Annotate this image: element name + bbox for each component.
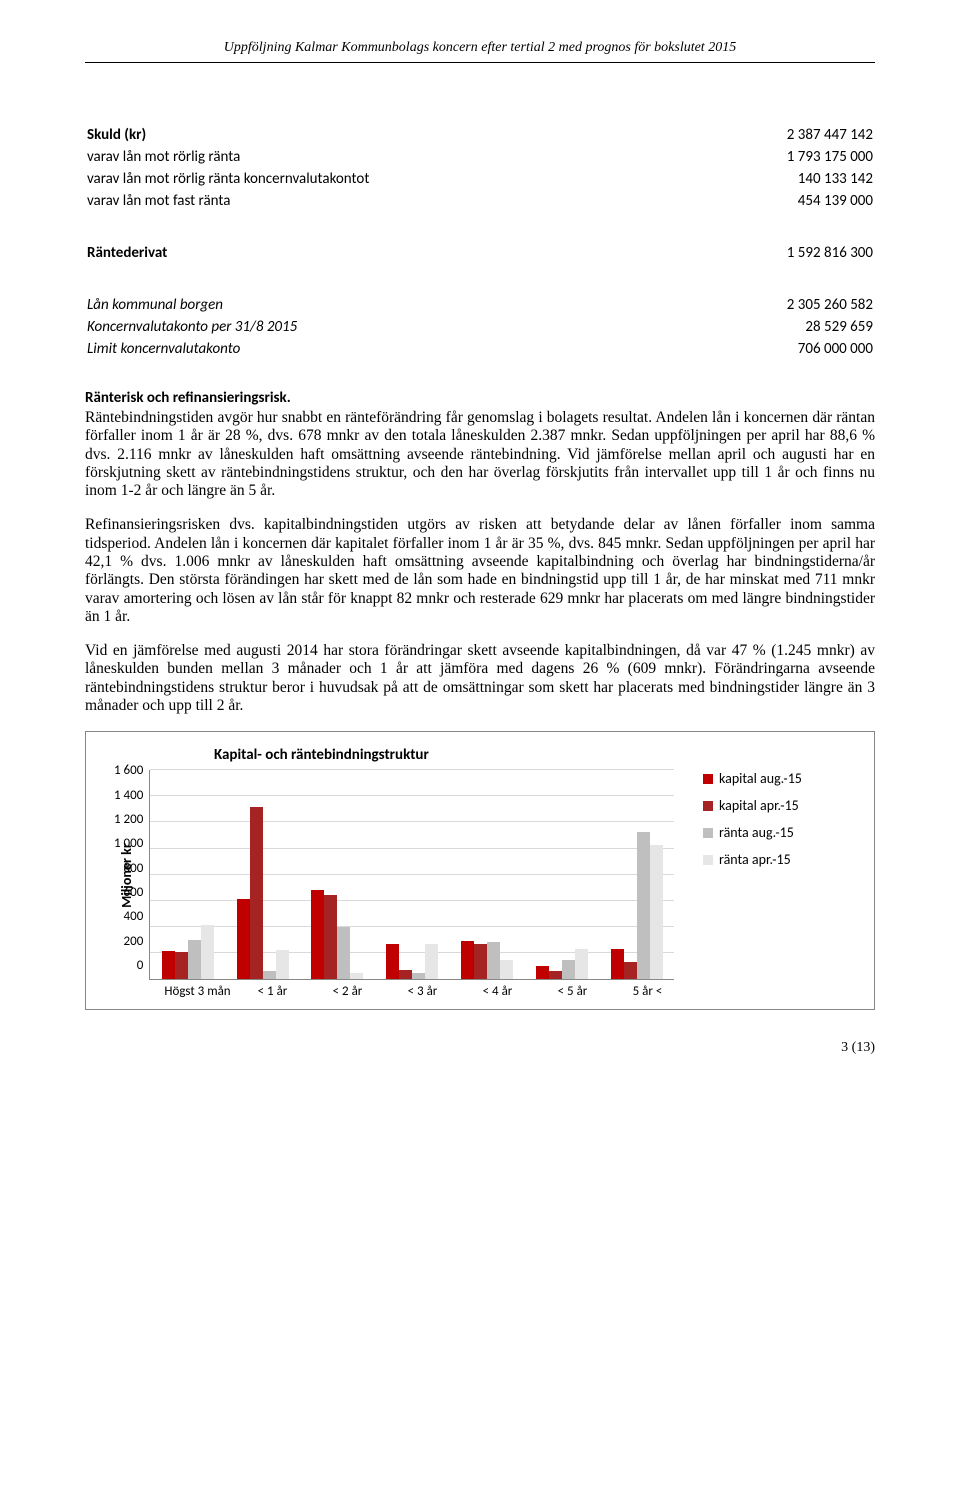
chart-bar [201, 925, 214, 979]
chart-bar [461, 941, 474, 979]
legend-swatch [703, 774, 713, 784]
paragraph-1: Räntebindningstiden avgör hur snabbt en … [85, 409, 875, 500]
bar-group [311, 890, 363, 979]
legend-item: kapital apr.-15 [703, 797, 802, 814]
bar-group [237, 807, 289, 979]
bar-group [162, 925, 214, 979]
chart-bar [611, 949, 624, 979]
chart-plot-area [149, 770, 674, 980]
x-tick: < 3 år [388, 984, 458, 999]
chart-bar [350, 973, 363, 980]
legend-swatch [703, 801, 713, 811]
chart-bar [562, 960, 575, 979]
table-value: 28 529 659 [645, 317, 873, 337]
bar-group [461, 941, 513, 979]
chart-bar [624, 962, 637, 979]
chart-bar [386, 944, 399, 979]
chart-legend: kapital aug.-15 kapital apr.-15 ränta aug.… [703, 770, 802, 878]
y-tick: 200 [114, 934, 143, 949]
y-axis-label-wrap: Miljoner kr [94, 770, 114, 980]
chart-bar [188, 940, 201, 979]
chart-bar [500, 960, 513, 979]
x-tick: < 5 år [538, 984, 608, 999]
chart-bar [162, 951, 175, 979]
page-header: Uppföljning Kalmar Kommunbolags koncern … [85, 40, 875, 63]
paragraph-3: Vid en jämförelse med augusti 2014 har s… [85, 642, 875, 715]
x-tick: Högst 3 mån [163, 984, 233, 999]
chart-bar [250, 807, 263, 979]
guarantee-table: Lån kommunal borgen2 305 260 582Koncernv… [85, 293, 875, 361]
table-label: varav lån mot rörlig ränta koncernvaluta… [87, 169, 688, 189]
table-value: 2 387 447 142 [690, 125, 873, 145]
y-axis-ticks: 1 600 1 400 1 200 1 000 800 600 400 200 0 [114, 763, 149, 973]
table-value: 454 139 000 [690, 191, 873, 211]
table-value: 1 793 175 000 [690, 147, 873, 167]
chart-bar [311, 890, 324, 979]
table-value: 706 000 000 [645, 339, 873, 359]
table-label: Limit koncernvalutakonto [87, 339, 643, 359]
page-number: 3 (13) [85, 1040, 875, 1056]
table-label: Koncernvalutakonto per 31/8 2015 [87, 317, 643, 337]
paragraph-2: Refinansieringsrisken dvs. kapitalbindni… [85, 516, 875, 626]
table-value: 2 305 260 582 [645, 295, 873, 315]
table-value: 1 592 816 300 [467, 243, 873, 263]
y-tick: 1 200 [114, 812, 143, 827]
plot-wrap: 1 6001 4001 2001 0008006004002000 Högst … [114, 770, 685, 999]
table-label: Lån kommunal borgen [87, 295, 643, 315]
x-axis-ticks: Högst 3 mån < 1 år < 2 år < 3 år < 4 år < 5 å… [160, 984, 685, 999]
chart-bar [237, 899, 250, 979]
y-tick: 1 000 [114, 836, 143, 851]
chart-bar [575, 949, 588, 979]
debt-table: Skuld (kr)2 387 447 142varav lån mot rör… [85, 123, 875, 213]
chart-bar [412, 973, 425, 979]
x-tick: < 4 år [463, 984, 533, 999]
chart-bar [474, 944, 487, 979]
bar-group [611, 832, 663, 979]
chart-bar [536, 966, 549, 979]
table-label: varav lån mot fast ränta [87, 191, 688, 211]
chart-title: Kapital- och räntebindningstruktur [214, 746, 868, 764]
legend-label: ränta aug.-15 [719, 824, 794, 841]
legend-label: ränta apr.-15 [719, 851, 791, 868]
table-label: varav lån mot rörlig ränta [87, 147, 688, 167]
legend-label: kapital aug.-15 [719, 770, 802, 787]
y-tick: 400 [114, 909, 143, 924]
legend-swatch [703, 855, 713, 865]
chart-bar [399, 970, 412, 979]
chart-bar [337, 927, 350, 980]
y-tick: 1 400 [114, 788, 143, 803]
chart-bar [637, 832, 650, 979]
legend-label: kapital apr.-15 [719, 797, 799, 814]
chart-container: Kapital- och räntebindningstruktur Miljo… [85, 731, 875, 1010]
chart-bar [425, 944, 438, 979]
chart-bar [324, 895, 337, 979]
y-tick: 1 600 [114, 763, 143, 778]
derivative-table: Räntederivat1 592 816 300 [85, 241, 875, 265]
chart-bar [549, 971, 562, 979]
legend-swatch [703, 828, 713, 838]
chart-bar [276, 950, 289, 980]
chart-bar [650, 845, 663, 979]
y-tick: 0 [114, 958, 143, 973]
y-tick: 800 [114, 861, 143, 876]
table-label: Skuld (kr) [87, 125, 688, 145]
chart-bar [175, 952, 188, 979]
chart-bar [263, 971, 276, 980]
legend-item: ränta apr.-15 [703, 851, 802, 868]
y-tick: 600 [114, 885, 143, 900]
chart-bar [487, 942, 500, 979]
legend-item: kapital aug.-15 [703, 770, 802, 787]
bar-group [536, 949, 588, 979]
x-tick: 5 år < [613, 984, 683, 999]
legend-item: ränta aug.-15 [703, 824, 802, 841]
table-label: Räntederivat [87, 243, 465, 263]
x-tick: < 1 år [238, 984, 308, 999]
section-heading: Ränterisk och refinansieringsrisk. [85, 389, 875, 407]
x-tick: < 2 år [313, 984, 383, 999]
bar-group [386, 944, 438, 979]
table-value: 140 133 142 [690, 169, 873, 189]
